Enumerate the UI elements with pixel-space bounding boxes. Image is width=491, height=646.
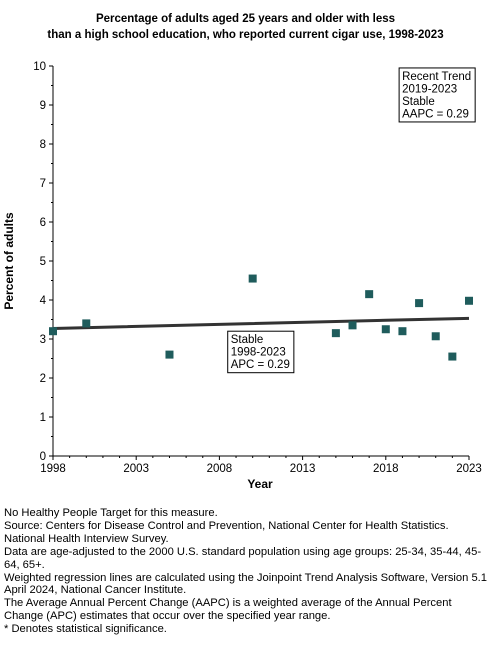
footnote-significance: * Denotes statistical significance. <box>4 623 167 636</box>
chart-title-line-2: than a high school education, who report… <box>47 29 444 41</box>
y-tick-label: 4 <box>40 295 47 307</box>
chart-title-line-1: Percentage of adults aged 25 years and o… <box>95 13 396 25</box>
annotation-line: Stable <box>231 334 264 346</box>
chart-title: Percentage of adults aged 25 years and o… <box>0 11 491 43</box>
data-point <box>248 274 257 283</box>
trend-layer <box>52 316 470 330</box>
annotation-line: APC = 0.29 <box>231 359 290 371</box>
y-tick-label: 2 <box>40 373 46 385</box>
x-tick-label: 1998 <box>40 463 66 475</box>
x-tick-label: 2008 <box>207 463 233 475</box>
data-point <box>431 332 440 341</box>
data-point <box>415 299 424 308</box>
points-layer <box>49 274 473 361</box>
annotation-line: Stable <box>402 96 435 108</box>
data-point <box>82 319 91 328</box>
data-point <box>165 350 174 359</box>
x-axis-label: Year <box>247 477 273 491</box>
x-tick-label: 2003 <box>123 463 149 475</box>
y-tick-label: 5 <box>40 256 46 268</box>
footnote-age-adjusted: Data are age-adjusted to the 2000 U.S. s… <box>4 545 482 571</box>
annotation-box <box>398 67 476 123</box>
footnote-regression: Weighted regression lines are calculated… <box>4 571 487 597</box>
x-tick-label: 2023 <box>456 463 482 475</box>
annotation-box <box>227 330 295 374</box>
y-tick-label: 10 <box>33 61 46 73</box>
footnote-source: Source: Centers for Disease Control and … <box>4 519 449 545</box>
annotation-line: 1998-2023 <box>231 347 286 359</box>
footnote-target: No Healthy People Target for this measur… <box>4 507 218 519</box>
annotation-line: 2019-2023 <box>402 83 457 95</box>
y-tick-label: 6 <box>40 217 46 229</box>
data-point <box>49 327 57 336</box>
data-point <box>465 296 473 305</box>
data-point <box>381 325 390 334</box>
y-tick-label: 3 <box>40 334 46 346</box>
data-point <box>348 321 357 330</box>
x-tick-label: 2018 <box>373 463 399 475</box>
data-point <box>448 352 457 361</box>
annotation-line: AAPC = 0.29 <box>402 108 469 120</box>
y-axis-label: Percent of adults <box>2 212 16 310</box>
y-tick-label: 9 <box>40 100 46 112</box>
scatter-chart: 0 1 2 3 4 5 6 7 8 9 10 1998 2003 2008 2013 2018 2023 Rec… <box>2 61 482 491</box>
annotation-line: Recent Trend <box>402 71 471 83</box>
footnotes: No Healthy People Target for this measur… <box>4 507 488 636</box>
trend-line <box>52 316 470 330</box>
x-tick-label: 2013 <box>290 463 316 475</box>
chart-axes: 0 1 2 3 4 5 6 7 8 9 10 1998 2003 2008 2013 2018 2023 <box>33 61 482 475</box>
y-tick-label: 7 <box>40 178 46 190</box>
data-point <box>365 290 374 299</box>
y-tick-label: 0 <box>40 451 46 463</box>
y-tick-label: 8 <box>40 139 46 151</box>
footnote-aapc: The Average Annual Percent Change (AAPC)… <box>4 597 452 623</box>
data-point <box>398 327 407 336</box>
data-point <box>331 329 340 338</box>
y-tick-label: 1 <box>40 412 46 424</box>
